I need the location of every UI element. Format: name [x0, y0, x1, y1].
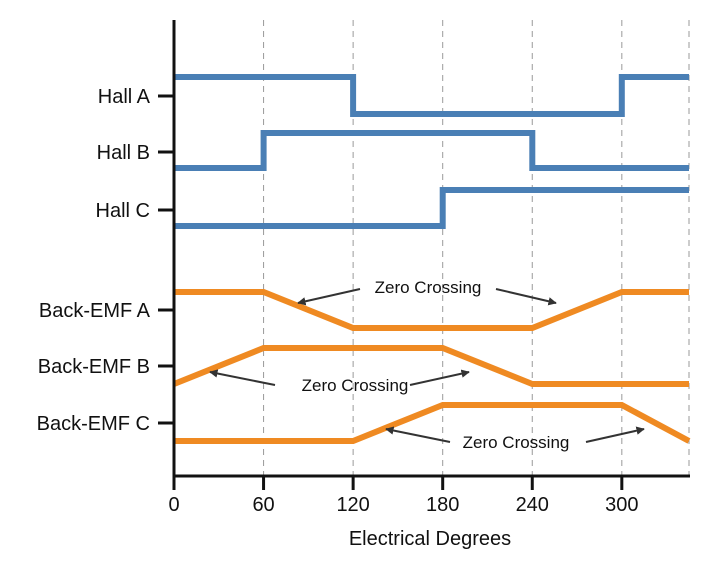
- zero-crossing-arrow-back-emf-b-1: [209, 369, 276, 386]
- row-label-hall-b: Hall B: [97, 142, 150, 164]
- zero-crossing-label-back-emf-b: Zero Crossing: [302, 376, 409, 395]
- zero-crossing-label-back-emf-c: Zero Crossing: [463, 433, 570, 452]
- x-axis-title: Electrical Degrees: [349, 528, 511, 550]
- zero-crossing-label-back-emf-a: Zero Crossing: [375, 278, 482, 297]
- row-label-hall-a: Hall A: [98, 86, 151, 108]
- x-tick-label-120: 120: [336, 494, 369, 516]
- trace-back-emf-b: [172, 345, 689, 387]
- trace-back-emf-a: [174, 289, 689, 331]
- zero-crossing-arrow-back-emf-c-2: [585, 426, 645, 443]
- grid-lines: [263, 20, 690, 476]
- row-label-back-emf-a: Back-EMF A: [39, 300, 151, 322]
- x-tick-label-0: 0: [168, 494, 179, 516]
- trace-hall-b: [174, 130, 689, 171]
- trace-hall-a: [174, 74, 689, 117]
- zero-crossing-arrow-back-emf-c-1: [385, 426, 451, 443]
- labels: Hall A Hall B Hall C Back-EMF A Back-EMF B Ba…: [37, 86, 639, 516]
- row-label-back-emf-b: Back-EMF B: [38, 356, 150, 378]
- row-label-hall-c: Hall C: [96, 200, 150, 222]
- signal-traces: [172, 74, 691, 444]
- trace-back-emf-c: [174, 402, 691, 444]
- trace-hall-c: [174, 187, 689, 229]
- zero-crossing-arrow-back-emf-a-1: [297, 288, 361, 306]
- zero-crossing-annotations: Zero Crossing Zero Crossing Zero Crossing: [209, 278, 645, 452]
- zero-crossing-arrow-back-emf-b-2: [409, 369, 470, 386]
- x-tick-label-60: 60: [252, 494, 274, 516]
- x-tick-label-240: 240: [516, 494, 549, 516]
- zero-crossing-arrow-back-emf-a-2: [495, 288, 557, 306]
- x-tick-label-300: 300: [605, 494, 638, 516]
- x-tick-label-180: 180: [426, 494, 459, 516]
- row-label-back-emf-c: Back-EMF C: [37, 413, 150, 435]
- axes: [158, 20, 690, 490]
